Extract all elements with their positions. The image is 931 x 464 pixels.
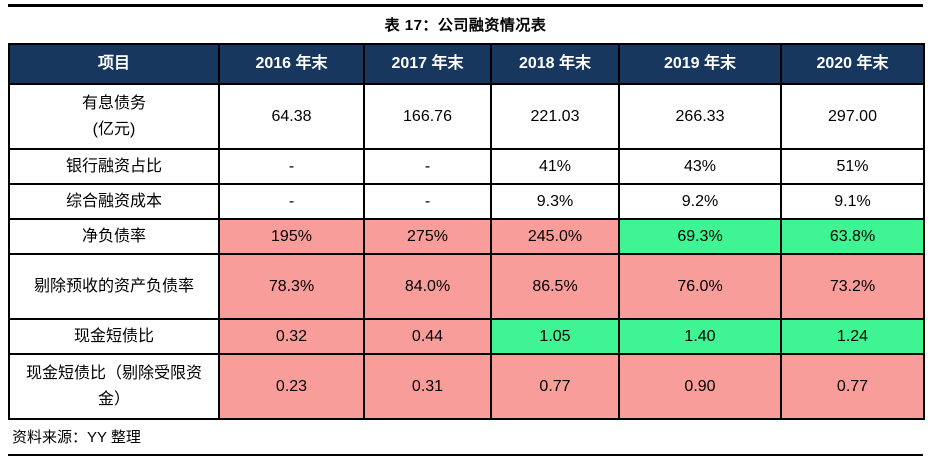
table-cell: 76.0% — [618, 253, 782, 320]
row-label: 有息债务 (亿元) — [8, 83, 220, 150]
table-cell: 221.03 — [490, 83, 620, 150]
table-cell: 1.05 — [490, 318, 620, 355]
financing-table: 项目 2016 年末 2017 年末 2018 年末 2019 年末 2020 年末 有息… — [8, 43, 925, 420]
table-cell: 43% — [618, 148, 782, 185]
table-cell: 0.77 — [490, 353, 620, 420]
table-cell: - — [363, 183, 492, 220]
row-label: 净负债率 — [8, 218, 220, 255]
table-cell: 69.3% — [618, 218, 782, 255]
table-row: 剔除预收的资产负债率 78.3% 84.0% 86.5% 76.0% 73.2% — [8, 253, 925, 320]
table-cell: 0.23 — [218, 353, 365, 420]
bottom-rule — [8, 454, 923, 456]
table-cell: 195% — [218, 218, 365, 255]
table-cell: 86.5% — [490, 253, 620, 320]
table-cell: 64.38 — [218, 83, 365, 150]
row-label: 综合融资成本 — [8, 183, 220, 220]
table-cell: 84.0% — [363, 253, 492, 320]
column-header-year: 2017 年末 — [363, 43, 492, 85]
table-row: 有息债务 (亿元) 64.38 166.76 221.03 266.33 297.00 — [8, 83, 925, 150]
table-cell: 9.3% — [490, 183, 620, 220]
column-header-year: 2016 年末 — [218, 43, 365, 85]
table-cell: 78.3% — [218, 253, 365, 320]
row-label: 剔除预收的资产负债率 — [8, 253, 220, 320]
table-cell: 266.33 — [618, 83, 782, 150]
table-cell: 1.24 — [780, 318, 925, 355]
table-cell: 73.2% — [780, 253, 925, 320]
table-row: 现金短债比 0.32 0.44 1.05 1.40 1.24 — [8, 318, 925, 355]
table-cell: 9.1% — [780, 183, 925, 220]
column-header-year: 2019 年末 — [618, 43, 782, 85]
column-header-year: 2018 年末 — [490, 43, 620, 85]
table-cell: 41% — [490, 148, 620, 185]
table-cell: 1.40 — [618, 318, 782, 355]
table-cell: 0.31 — [363, 353, 492, 420]
column-header-year: 2020 年末 — [780, 43, 925, 85]
table-cell: 51% — [780, 148, 925, 185]
table-cell: 297.00 — [780, 83, 925, 150]
table-cell: - — [218, 148, 365, 185]
table-cell: 166.76 — [363, 83, 492, 150]
table-row: 现金短债比（剔除受限资金） 0.23 0.31 0.77 0.90 0.77 — [8, 353, 925, 420]
header-row: 项目 2016 年末 2017 年末 2018 年末 2019 年末 2020 年末 — [8, 43, 925, 85]
table-row: 净负债率 195% 275% 245.0% 69.3% 63.8% — [8, 218, 925, 255]
table-cell: - — [218, 183, 365, 220]
table-cell: - — [363, 148, 492, 185]
table-cell: 0.32 — [218, 318, 365, 355]
table-cell: 63.8% — [780, 218, 925, 255]
table-cell: 0.90 — [618, 353, 782, 420]
source-note: 资料来源：YY 整理 — [12, 429, 141, 446]
top-rule — [8, 4, 923, 7]
table-row: 综合融资成本 - -9.3% 9.2% 9.1% — [8, 183, 925, 220]
column-header-item: 项目 — [8, 43, 220, 85]
table-cell: 245.0% — [490, 218, 620, 255]
table-cell: 0.44 — [363, 318, 492, 355]
table-cell: 275% — [363, 218, 492, 255]
table-cell: 9.2% — [618, 183, 782, 220]
row-label: 银行融资占比 — [8, 148, 220, 185]
table-cell: 0.77 — [780, 353, 925, 420]
table-row: 银行融资占比 - -41% 43% 51% — [8, 148, 925, 185]
row-label: 现金短债比（剔除受限资金） — [8, 353, 220, 420]
table-title: 表 17：公司融资情况表 — [384, 17, 547, 34]
row-label: 现金短债比 — [8, 318, 220, 355]
